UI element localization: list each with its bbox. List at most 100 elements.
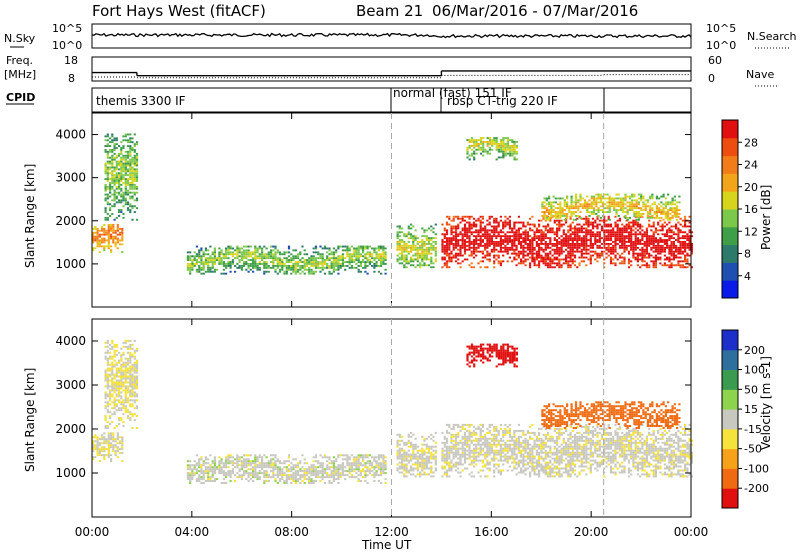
power-cell <box>526 258 529 261</box>
power-cell <box>686 260 689 263</box>
velocity-cell <box>292 472 295 475</box>
power-cell <box>186 255 189 258</box>
power-cell <box>504 215 507 218</box>
power-cell <box>502 243 505 245</box>
power-cell <box>240 259 243 261</box>
power-cell <box>450 252 453 255</box>
power-cell <box>652 225 655 228</box>
power-cell <box>486 266 489 269</box>
power-cell <box>278 253 282 256</box>
power-cell <box>337 261 340 263</box>
power-cell <box>423 248 426 251</box>
power-cell <box>222 261 225 263</box>
power-cell <box>591 246 595 249</box>
velocity-cell <box>124 401 127 404</box>
velocity-cell <box>198 466 201 469</box>
power-cell <box>452 244 455 247</box>
power-cell <box>484 243 487 245</box>
power-cell <box>671 209 674 211</box>
power-cell <box>511 239 514 241</box>
power-cell <box>654 258 657 261</box>
velocity-cell <box>200 456 203 459</box>
power-cell <box>573 260 577 263</box>
power-cell <box>207 253 210 256</box>
power-cell <box>290 272 293 275</box>
power-cell <box>131 137 134 140</box>
power-cell <box>603 223 606 226</box>
power-cell <box>619 205 623 208</box>
velocity-cell <box>243 464 246 467</box>
power-cell <box>565 235 568 238</box>
velocity-cell <box>319 464 322 467</box>
power-cell <box>427 248 431 251</box>
power-cell <box>582 241 586 243</box>
power-cell <box>129 152 132 155</box>
power-cell <box>403 243 406 245</box>
velocity-cell <box>310 478 313 481</box>
power-cell <box>632 244 635 247</box>
power-cell <box>573 246 577 249</box>
power-cell <box>96 237 99 240</box>
velocity-cell <box>330 482 333 484</box>
velocity-cell <box>129 411 132 414</box>
velocity-cell <box>231 462 234 465</box>
power-cell <box>511 148 514 151</box>
power-cell <box>114 231 117 234</box>
power-cell <box>198 257 201 260</box>
velocity-cell <box>274 460 277 463</box>
power-cell <box>641 248 644 251</box>
power-cell <box>405 248 408 251</box>
power-cell <box>552 209 555 211</box>
power-cell <box>587 217 590 220</box>
power-cell <box>263 270 266 273</box>
power-cell <box>278 251 282 254</box>
power-cell <box>612 241 615 243</box>
velocity-cell <box>129 379 132 382</box>
velocity-cell <box>209 478 212 481</box>
power-cell <box>616 227 619 230</box>
power-cell <box>540 246 543 249</box>
power-cell <box>632 225 635 228</box>
power-cell <box>481 235 484 238</box>
power-cell <box>412 244 415 247</box>
power-cell <box>651 215 654 217</box>
power-cell <box>326 247 329 250</box>
power-cell <box>542 260 545 263</box>
power-cell <box>671 197 674 200</box>
power-cell <box>590 207 593 210</box>
velocity-cell <box>252 460 255 463</box>
velocity-cell <box>211 466 214 469</box>
power-cell <box>353 249 356 252</box>
velocity-cell <box>252 474 255 477</box>
power-cell <box>488 148 491 151</box>
power-cell <box>373 263 376 265</box>
power-cell <box>407 241 410 243</box>
power-cell <box>561 207 564 210</box>
power-cell <box>565 258 568 261</box>
velocity-cell <box>111 389 114 392</box>
power-cell <box>574 218 578 221</box>
power-cell <box>254 263 257 265</box>
power-cell <box>414 258 417 261</box>
velocity-cell <box>104 379 107 382</box>
velocity-cell <box>207 474 210 477</box>
power-cell <box>441 239 444 241</box>
power-cell <box>576 266 579 269</box>
power-cell <box>222 257 225 260</box>
power-cell <box>659 244 662 247</box>
power-cell <box>652 231 655 234</box>
power-cell <box>346 247 349 250</box>
velocity-cell <box>256 458 259 461</box>
power-cell <box>650 243 653 245</box>
power-cell <box>202 263 205 265</box>
power-cell <box>642 203 645 206</box>
power-cell <box>627 250 631 253</box>
power-cell <box>627 262 631 265</box>
power-cell <box>231 263 234 265</box>
power-cell <box>321 259 324 261</box>
power-cell <box>355 247 358 250</box>
power-cell <box>133 176 136 179</box>
power-cell <box>623 229 626 232</box>
power-cell <box>666 229 669 232</box>
velocity-cell <box>292 464 295 467</box>
